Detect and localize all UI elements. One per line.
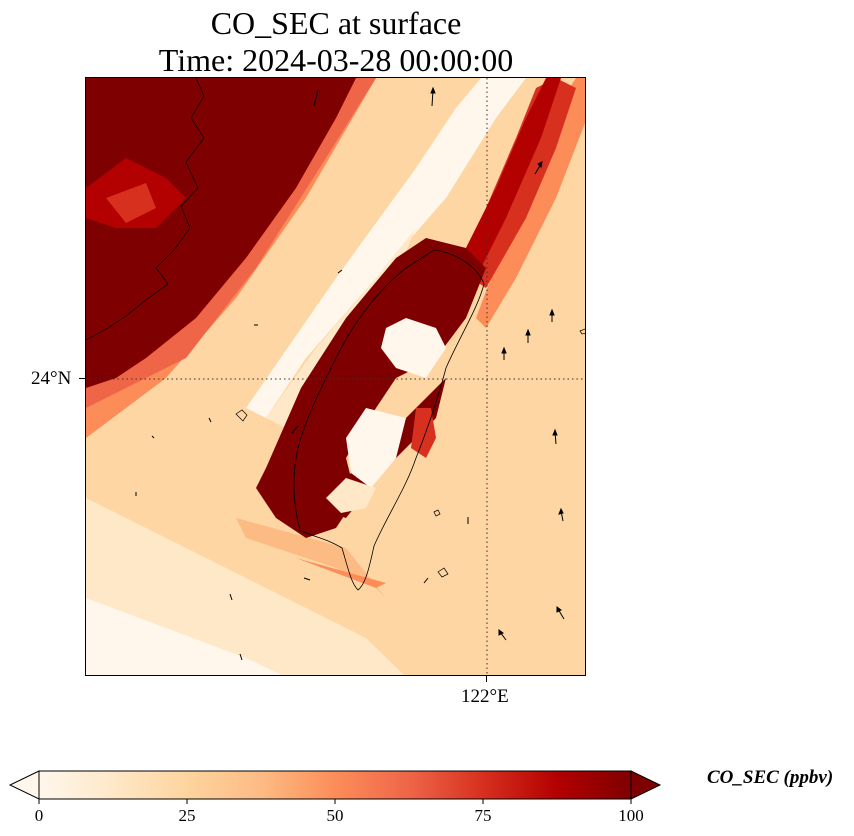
small-island-4 bbox=[579, 328, 585, 335]
field-interior-pale-1 bbox=[381, 318, 446, 378]
field-halo-1 bbox=[236, 518, 386, 598]
field-nw-plume bbox=[86, 78, 356, 388]
colorbar-extend-max bbox=[630, 770, 662, 800]
small-island-3 bbox=[437, 567, 449, 578]
mainland-coastline bbox=[86, 78, 205, 341]
field-island-plume bbox=[256, 238, 486, 538]
concentration-field bbox=[86, 78, 585, 675]
map-panel bbox=[85, 77, 586, 676]
lon-tick-label: 122°E bbox=[461, 686, 509, 707]
colorbar-tick-100: 100 bbox=[618, 806, 644, 825]
field-ne-band-core bbox=[466, 78, 561, 268]
lat-tick-label: 24°N bbox=[31, 368, 72, 389]
field-nw-spot-2 bbox=[106, 183, 156, 223]
colorbar-ticks bbox=[38, 799, 632, 804]
map-title-line2: Time: 2024-03-28 00:00:00 bbox=[158, 42, 514, 78]
small-island-1 bbox=[235, 409, 248, 422]
lon-tick-mark bbox=[486, 676, 487, 682]
field-interior-pale-2 bbox=[346, 408, 406, 488]
colorbar-tick-0: 0 bbox=[34, 806, 44, 825]
colorbar bbox=[8, 770, 662, 804]
lat-tick-mark bbox=[79, 378, 85, 379]
field-halo-2 bbox=[296, 558, 386, 588]
colorbar-label: CO_SEC (ppbv) bbox=[707, 767, 834, 788]
colorbar-tick-50: 50 bbox=[326, 806, 344, 825]
field-pale-corridor bbox=[246, 78, 526, 418]
colorbar-extend-min bbox=[8, 770, 40, 800]
map-title-line1: CO_SEC at surface bbox=[210, 5, 462, 41]
colorbar-tick-75: 75 bbox=[474, 806, 492, 825]
colorbar-tick-25: 25 bbox=[178, 806, 196, 825]
wind-vectors bbox=[135, 86, 565, 661]
small-island-2 bbox=[433, 509, 441, 517]
field-palest-south bbox=[86, 598, 282, 675]
colorbar-gradient bbox=[38, 770, 632, 800]
field-interior-pale-3 bbox=[326, 478, 376, 513]
island-coastline bbox=[293, 249, 485, 591]
